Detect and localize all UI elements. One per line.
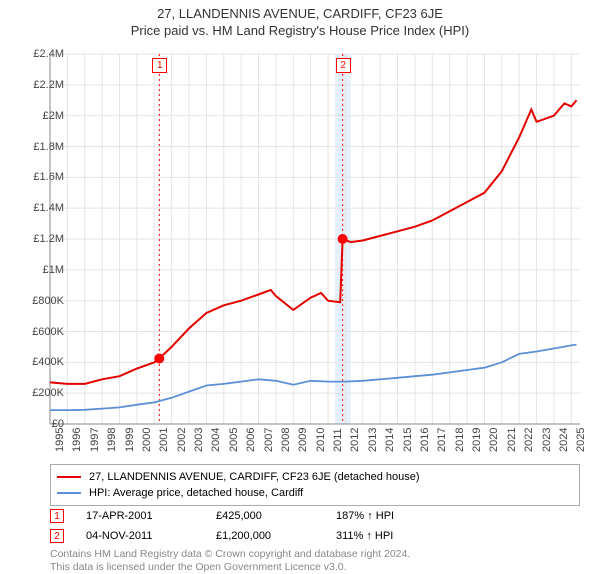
sale-date: 17-APR-2001 bbox=[86, 510, 216, 522]
x-tick-label: 2001 bbox=[158, 428, 170, 452]
footnote-line-2: This data is licensed under the Open Gov… bbox=[50, 561, 580, 574]
sale-row-1: 1 17-APR-2001£425,000187% ↑ HPI bbox=[50, 506, 580, 526]
y-tick-label: £400K bbox=[32, 356, 64, 368]
y-tick-label: £1.2M bbox=[33, 233, 64, 245]
x-tick-label: 2017 bbox=[436, 428, 448, 452]
x-axis: 1995 1996 1997 1998 1999 2000 2001 2002 2003 2004… bbox=[50, 424, 580, 464]
x-tick-label: 2010 bbox=[315, 428, 327, 452]
sale-marker: 1 bbox=[50, 509, 64, 523]
x-tick-label: 2008 bbox=[280, 428, 292, 452]
chart-plot-area: 12 bbox=[50, 54, 580, 424]
x-tick-label: 2013 bbox=[367, 428, 379, 452]
x-tick-label: 2024 bbox=[558, 428, 570, 452]
y-tick-label: £2M bbox=[43, 110, 64, 122]
x-tick-label: 2019 bbox=[471, 428, 483, 452]
series-hpi bbox=[50, 345, 577, 411]
sale-hpi: 187% ↑ HPI bbox=[336, 510, 580, 522]
x-tick-label: 2018 bbox=[454, 428, 466, 452]
legend-item: HPI: Average price, detached house, Card… bbox=[57, 485, 573, 501]
sale-point-1 bbox=[154, 353, 164, 363]
x-tick-label: 1996 bbox=[71, 428, 83, 452]
sale-row-2: 2 04-NOV-2011£1,200,000311% ↑ HPI bbox=[50, 526, 580, 546]
x-tick-label: 2020 bbox=[488, 428, 500, 452]
sale-price: £425,000 bbox=[216, 510, 336, 522]
y-tick-label: £2.2M bbox=[33, 79, 64, 91]
footnote: Contains HM Land Registry data © Crown c… bbox=[50, 548, 580, 574]
sale-marker: 2 bbox=[50, 529, 64, 543]
footnote-line-1: Contains HM Land Registry data © Crown c… bbox=[50, 548, 580, 561]
y-tick-label: £1.6M bbox=[33, 171, 64, 183]
x-tick-label: 1999 bbox=[124, 428, 136, 452]
x-tick-label: 2006 bbox=[245, 428, 257, 452]
chart-container: 27, LLANDENNIS AVENUE, CARDIFF, CF23 6JE… bbox=[0, 6, 600, 566]
x-tick-label: 2009 bbox=[297, 428, 309, 452]
series-property bbox=[50, 100, 577, 384]
legend-box: 27, LLANDENNIS AVENUE, CARDIFF, CF23 6JE… bbox=[50, 464, 580, 506]
chart-subtitle: Price paid vs. HM Land Registry's House … bbox=[0, 23, 600, 38]
x-tick-label: 2000 bbox=[141, 428, 153, 452]
x-tick-label: 2002 bbox=[176, 428, 188, 452]
legend-swatch bbox=[57, 492, 81, 494]
x-tick-label: 2023 bbox=[541, 428, 553, 452]
y-tick-label: £600K bbox=[32, 326, 64, 338]
legend-label: HPI: Average price, detached house, Card… bbox=[89, 487, 303, 499]
x-tick-label: 2014 bbox=[384, 428, 396, 452]
x-tick-label: 2003 bbox=[193, 428, 205, 452]
y-tick-label: £1.4M bbox=[33, 202, 64, 214]
chart-title: 27, LLANDENNIS AVENUE, CARDIFF, CF23 6JE bbox=[0, 6, 600, 21]
sale-hpi: 311% ↑ HPI bbox=[336, 530, 580, 542]
legend-label: 27, LLANDENNIS AVENUE, CARDIFF, CF23 6JE… bbox=[89, 471, 420, 483]
event-marker-2: 2 bbox=[336, 58, 351, 73]
sales-table: 1 17-APR-2001£425,000187% ↑ HPI 2 04-NOV-20… bbox=[50, 506, 580, 546]
x-tick-label: 2007 bbox=[263, 428, 275, 452]
y-tick-label: £1.8M bbox=[33, 141, 64, 153]
sale-date: 04-NOV-2011 bbox=[86, 530, 216, 542]
x-tick-label: 2005 bbox=[228, 428, 240, 452]
y-tick-label: £800K bbox=[32, 295, 64, 307]
event-marker-1: 1 bbox=[152, 58, 167, 73]
x-tick-label: 2011 bbox=[332, 428, 344, 452]
x-tick-label: 2015 bbox=[402, 428, 414, 452]
x-tick-label: 2016 bbox=[419, 428, 431, 452]
x-tick-label: 2012 bbox=[349, 428, 361, 452]
legend-item: 27, LLANDENNIS AVENUE, CARDIFF, CF23 6JE… bbox=[57, 469, 573, 485]
sale-point-2 bbox=[338, 234, 348, 244]
x-tick-label: 1995 bbox=[54, 428, 66, 452]
x-tick-label: 1997 bbox=[89, 428, 101, 452]
chart-svg bbox=[50, 54, 580, 424]
x-tick-label: 2021 bbox=[506, 428, 518, 452]
x-tick-label: 2022 bbox=[523, 428, 535, 452]
x-tick-label: 2004 bbox=[210, 428, 222, 452]
x-tick-label: 1998 bbox=[106, 428, 118, 452]
sale-price: £1,200,000 bbox=[216, 530, 336, 542]
y-tick-label: £2.4M bbox=[33, 48, 64, 60]
y-tick-label: £1M bbox=[43, 264, 64, 276]
legend-swatch bbox=[57, 476, 81, 478]
x-tick-label: 2025 bbox=[575, 428, 587, 452]
y-tick-label: £200K bbox=[32, 387, 64, 399]
